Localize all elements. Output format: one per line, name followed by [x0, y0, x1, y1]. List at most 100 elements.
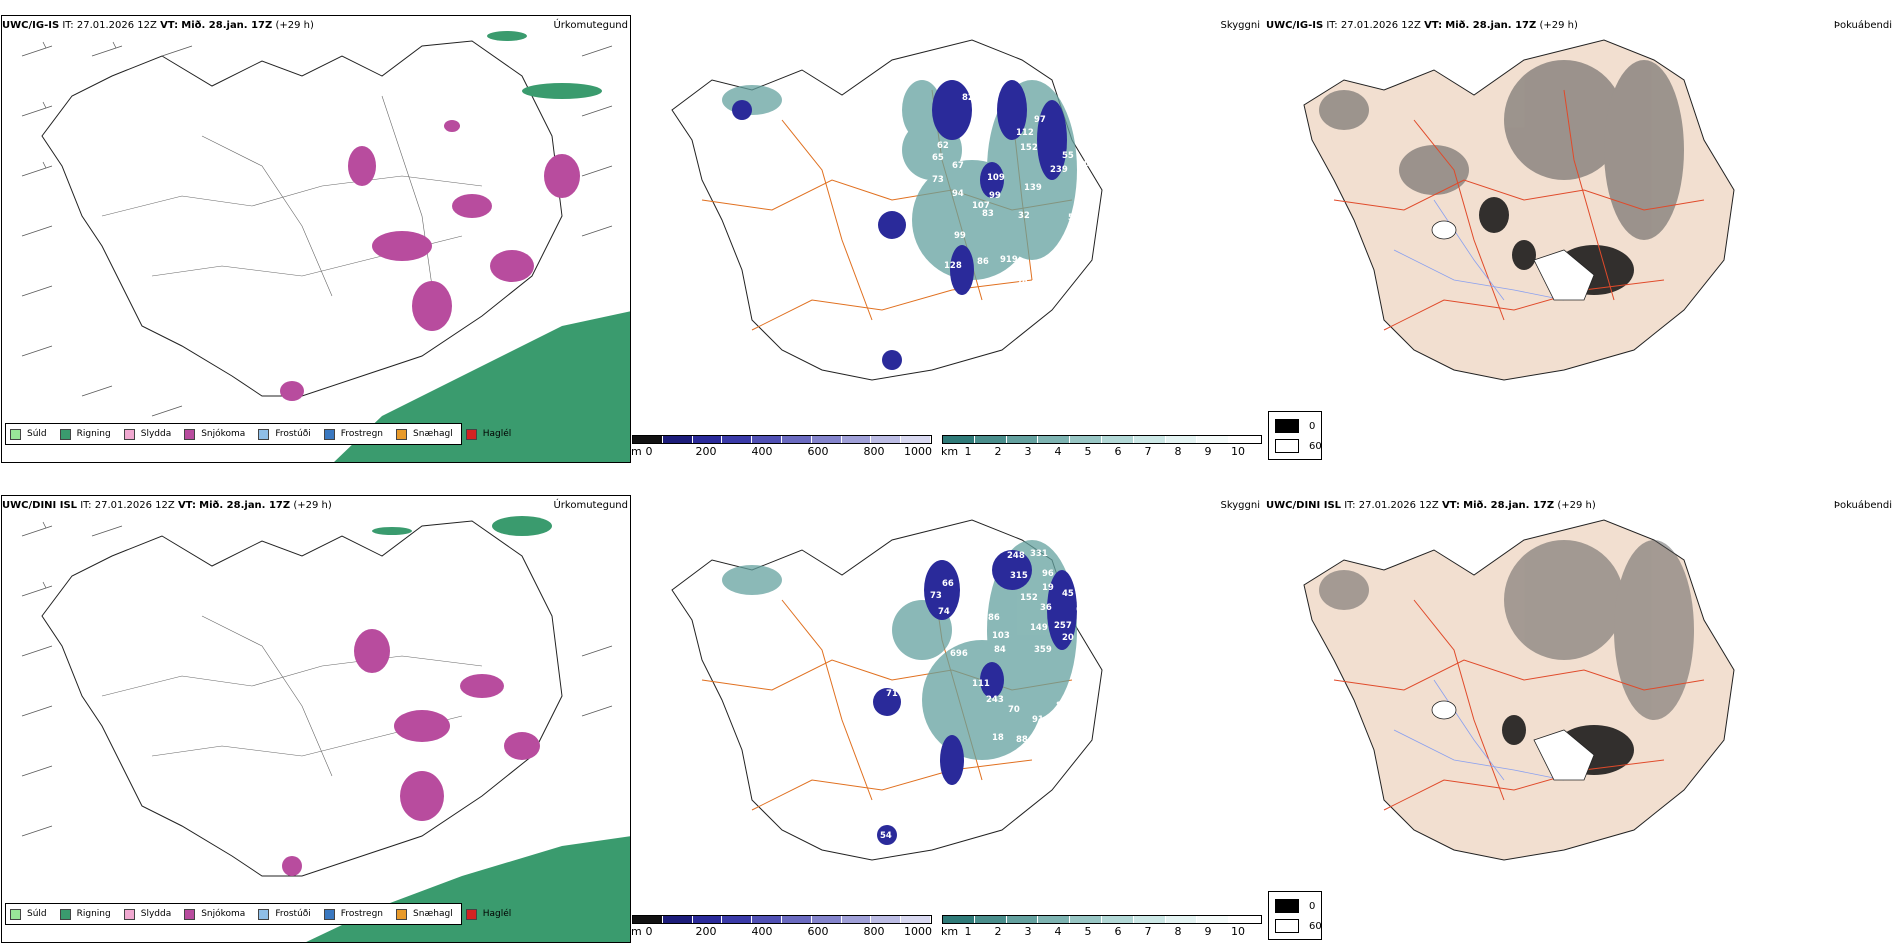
vis-blue-areas — [732, 80, 1067, 370]
scale-tick: 2 — [994, 445, 1002, 458]
vis-label: 74 — [992, 295, 1004, 305]
swatch-icon — [59, 428, 71, 440]
vis-label: 88 — [1016, 735, 1028, 745]
scale-tick: 200 — [695, 445, 717, 458]
vis-label: 89 — [1056, 249, 1068, 259]
rivers — [1393, 679, 1565, 781]
scale-step — [811, 916, 842, 923]
scale-tick: 800 — [863, 445, 885, 458]
swatch-icon — [323, 428, 335, 440]
scale-tick: 1 — [964, 925, 972, 938]
swatch-icon — [59, 908, 71, 920]
scale-tick: 8 — [1174, 445, 1182, 458]
vis-label: 107 — [972, 201, 990, 211]
vis-label: 66 — [942, 579, 954, 589]
swatch-icon — [465, 428, 477, 440]
scale-tick: 10 — [1231, 925, 1245, 938]
scale-tick: 7 — [1144, 445, 1152, 458]
scale-step — [1133, 916, 1166, 923]
height-scale: m 0 200 400 600 800 1000 — [631, 435, 932, 465]
wind-barbs — [21, 521, 613, 837]
precip-legend: Súld Rigning Slydda Snjókoma Frostúði Fr… — [5, 423, 511, 445]
legend-item-snow: Snjókoma — [184, 908, 245, 920]
precip-type-map[interactable] — [1, 15, 631, 463]
vis-label: 239 — [1050, 165, 1068, 175]
vis-label: 243 — [986, 695, 1004, 705]
swatch-icon — [10, 908, 21, 920]
panel-title: UWC/DINI ISL IT: 27.01.2026 12Z VT: Mið.… — [1266, 500, 1596, 511]
height-scale: m 0 200 400 600 800 1000 — [631, 915, 932, 945]
vis-label: 103 — [992, 631, 1010, 641]
visibility-labels: 82 65 67 73 94 107 62 55 97 152 112 139 … — [876, 93, 1094, 398]
vis-label: 67 — [952, 161, 964, 171]
visibility-labels: 248 331 315 96 73 66 74 112 15 152 19 36… — [880, 549, 1088, 841]
fog-index-panel: UWC/IG-IS IT: 27.01.2026 12Z VT: Mið. 28… — [1264, 0, 1900, 470]
fog-map-svg[interactable] — [1264, 0, 1900, 430]
scale-tick: 400 — [751, 925, 773, 938]
vis-label: 81 — [1056, 701, 1068, 711]
scale-step — [841, 436, 872, 443]
snow-areas — [280, 120, 580, 401]
vis-label: 83 — [982, 209, 994, 219]
vis-label: 76 — [885, 243, 897, 253]
fog-legend-clear: 60 — [1275, 919, 1322, 933]
swatch-icon — [123, 908, 135, 920]
scale-step — [974, 916, 1007, 923]
legend-item-hail: Haglél — [465, 908, 511, 920]
panel-kind-label: Skyggni — [1220, 500, 1260, 511]
precip-type-map[interactable] — [1, 495, 631, 943]
km-scale: km 1 2 3 4 5 6 7 8 9 10 — [941, 435, 1262, 465]
scale-step — [692, 436, 723, 443]
scale-step — [662, 436, 693, 443]
precip-legend: Súld Rigning Slydda Snjókoma Frostúði Fr… — [5, 903, 511, 925]
visibility-map-svg[interactable]: 82 65 67 73 94 107 62 55 97 152 112 139 … — [632, 0, 1264, 430]
km-scale-bar — [942, 915, 1262, 924]
scale-tick: 1000 — [904, 445, 932, 458]
panel-kind-label: Úrkomutegund — [553, 500, 628, 511]
snow-areas — [282, 629, 540, 876]
swatch-icon — [184, 908, 196, 920]
scale-step — [1070, 436, 1102, 443]
fog-map-svg[interactable] — [1264, 480, 1900, 910]
vis-label: 32 — [1018, 211, 1030, 221]
vis-blue-areas — [873, 550, 1077, 845]
vis-label: 112 — [1016, 128, 1034, 138]
vis-label: 73 — [932, 175, 944, 185]
fog-legend-dense: 0 — [1275, 419, 1315, 433]
scale-step — [1101, 916, 1134, 923]
scale-tick: 600 — [807, 445, 829, 458]
swatch-icon — [258, 428, 270, 440]
forecast-row-ig-is: UWC/IG-IS IT: 27.01.2026 12Z VT: Mið. 28… — [0, 0, 1900, 470]
panel-title: UWC/IG-IS IT: 27.01.2026 12Z VT: Mið. 28… — [1266, 20, 1578, 31]
scale-step — [901, 436, 931, 443]
scale-tick: 800 — [863, 925, 885, 938]
visibility-map-svg[interactable]: 248 331 315 96 73 66 74 112 15 152 19 36… — [632, 480, 1264, 910]
precip-map-svg — [21, 31, 630, 462]
iceland-outline — [41, 40, 563, 397]
vis-label: 919 — [1000, 255, 1018, 265]
scale-tick: 0 — [645, 445, 653, 458]
legend-item-freezing-drizzle: Frostúði — [258, 428, 311, 440]
precip-type-panel: UWC/IG-IS IT: 27.01.2026 12Z VT: Mið. 28… — [0, 0, 632, 470]
scale-step — [1006, 916, 1039, 923]
vis-label: 71 — [886, 689, 898, 699]
vis-label: 84 — [994, 645, 1006, 655]
km-scale: km 1 2 3 4 5 6 7 8 9 10 — [941, 915, 1262, 945]
legend-item-drizzle: Súld — [10, 428, 47, 440]
vis-label: 65 — [932, 153, 944, 163]
vis-label: 152 — [1020, 143, 1038, 153]
vis-label: 55 — [1062, 151, 1074, 161]
glacier-ice — [1431, 220, 1595, 301]
scale-step — [841, 916, 872, 923]
scale-tick: 6 — [1114, 925, 1122, 938]
legend-item-drizzle: Súld — [10, 908, 47, 920]
vis-label: 257 — [1054, 621, 1072, 631]
vis-label: 36 — [1040, 603, 1052, 613]
scale-step — [1197, 916, 1230, 923]
vis-label: 62 — [1032, 261, 1044, 271]
swatch-icon — [123, 428, 135, 440]
km-scale-ticks: km 1 2 3 4 5 6 7 8 9 10 — [941, 924, 1262, 938]
panel-title: UWC/IG-IS IT: 27.01.2026 12Z VT: Mið. 28… — [2, 20, 314, 31]
legend-item-freezing-drizzle: Frostúði — [258, 908, 311, 920]
vis-label: 96 — [1042, 569, 1054, 579]
